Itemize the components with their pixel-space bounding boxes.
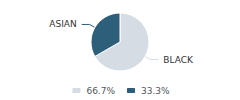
svg-text:66.7%: 66.7% (86, 86, 115, 96)
svg-text:BLACK: BLACK (163, 55, 194, 65)
svg-text:ASIAN: ASIAN (49, 19, 76, 29)
svg-text:33.3%: 33.3% (141, 86, 170, 96)
